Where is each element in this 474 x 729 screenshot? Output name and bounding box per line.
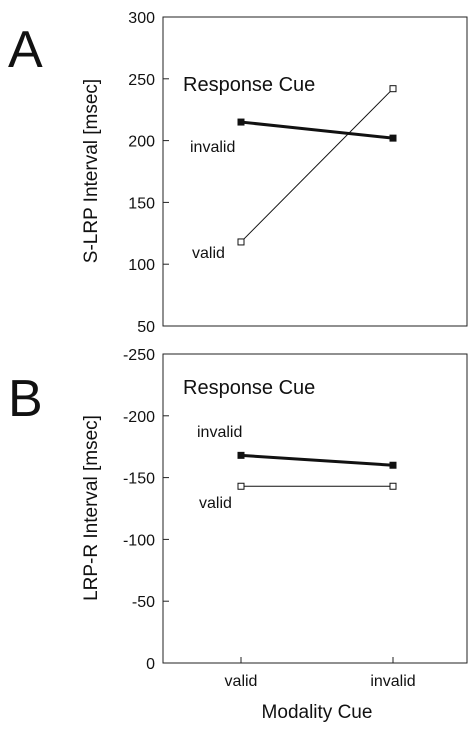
panel-b-label-valid: valid bbox=[199, 495, 232, 512]
panel-b-y-ticks: -250 -200 -150 -100 -50 0 bbox=[123, 347, 169, 673]
panel-a-line-invalid bbox=[240, 120, 394, 140]
panel-a-line-valid bbox=[240, 88, 394, 243]
panel-b-label-invalid: invalid bbox=[197, 424, 242, 441]
panel-b-y-tick-label: -150 bbox=[123, 471, 155, 488]
panel-a-y-tick-label: 200 bbox=[128, 134, 155, 151]
panel-a-y-axis-title: S-LRP Interval [msec] bbox=[81, 79, 102, 263]
panel-a-y-tick-label: 250 bbox=[128, 72, 155, 89]
panel-a-annotation: Response Cue bbox=[183, 74, 315, 96]
panel-a-plot-frame bbox=[162, 16, 468, 327]
panel-a-y-tick-label: 300 bbox=[128, 10, 155, 27]
x-tick-label: valid bbox=[225, 673, 258, 690]
panel-b-point-invalid bbox=[389, 461, 397, 469]
panel-b-y-tick-label: -200 bbox=[123, 409, 155, 426]
panel-b-y-tick-label: -50 bbox=[132, 594, 155, 611]
panel-a-point-invalid bbox=[237, 118, 245, 126]
panel-b-series bbox=[237, 451, 397, 490]
panel-a-point-valid bbox=[389, 85, 397, 93]
panel-a-letter: A bbox=[8, 21, 43, 79]
panel-b-annotation: Response Cue bbox=[183, 377, 315, 399]
panel-b-point-invalid bbox=[237, 451, 245, 459]
panel-a-point-valid bbox=[237, 238, 245, 246]
panel-a: A Response Cue S-LRP Interval [msec] 300… bbox=[8, 10, 468, 336]
panel-a-y-tick-label: 50 bbox=[137, 319, 155, 336]
panel-b-plot-frame bbox=[162, 353, 468, 664]
panel-b-line-invalid bbox=[240, 453, 394, 467]
x-tick-label: invalid bbox=[370, 673, 415, 690]
x-ticks: valid invalid bbox=[225, 657, 416, 690]
panel-a-y-ticks: 300 250 200 150 100 50 bbox=[128, 10, 169, 336]
panel-b-point-valid bbox=[389, 482, 397, 490]
panel-a-series bbox=[237, 85, 397, 246]
panel-b-y-tick-label: -100 bbox=[123, 532, 155, 549]
x-axis-title: Modality Cue bbox=[262, 702, 373, 723]
panel-b-y-tick-label: 0 bbox=[146, 656, 155, 673]
panel-a-y-tick-label: 100 bbox=[128, 257, 155, 274]
panel-b: B Response Cue LRP-R Interval [msec] -25… bbox=[8, 347, 468, 690]
panel-b-letter: B bbox=[8, 370, 43, 428]
panel-b-y-axis-title: LRP-R Interval [msec] bbox=[81, 415, 102, 601]
panel-a-y-tick-label: 150 bbox=[128, 195, 155, 212]
panel-b-y-tick-label: -250 bbox=[123, 347, 155, 364]
panel-a-point-invalid bbox=[389, 134, 397, 142]
panel-b-point-valid bbox=[237, 482, 245, 490]
panel-a-label-valid: valid bbox=[192, 245, 225, 262]
panel-a-label-invalid: invalid bbox=[190, 139, 235, 156]
